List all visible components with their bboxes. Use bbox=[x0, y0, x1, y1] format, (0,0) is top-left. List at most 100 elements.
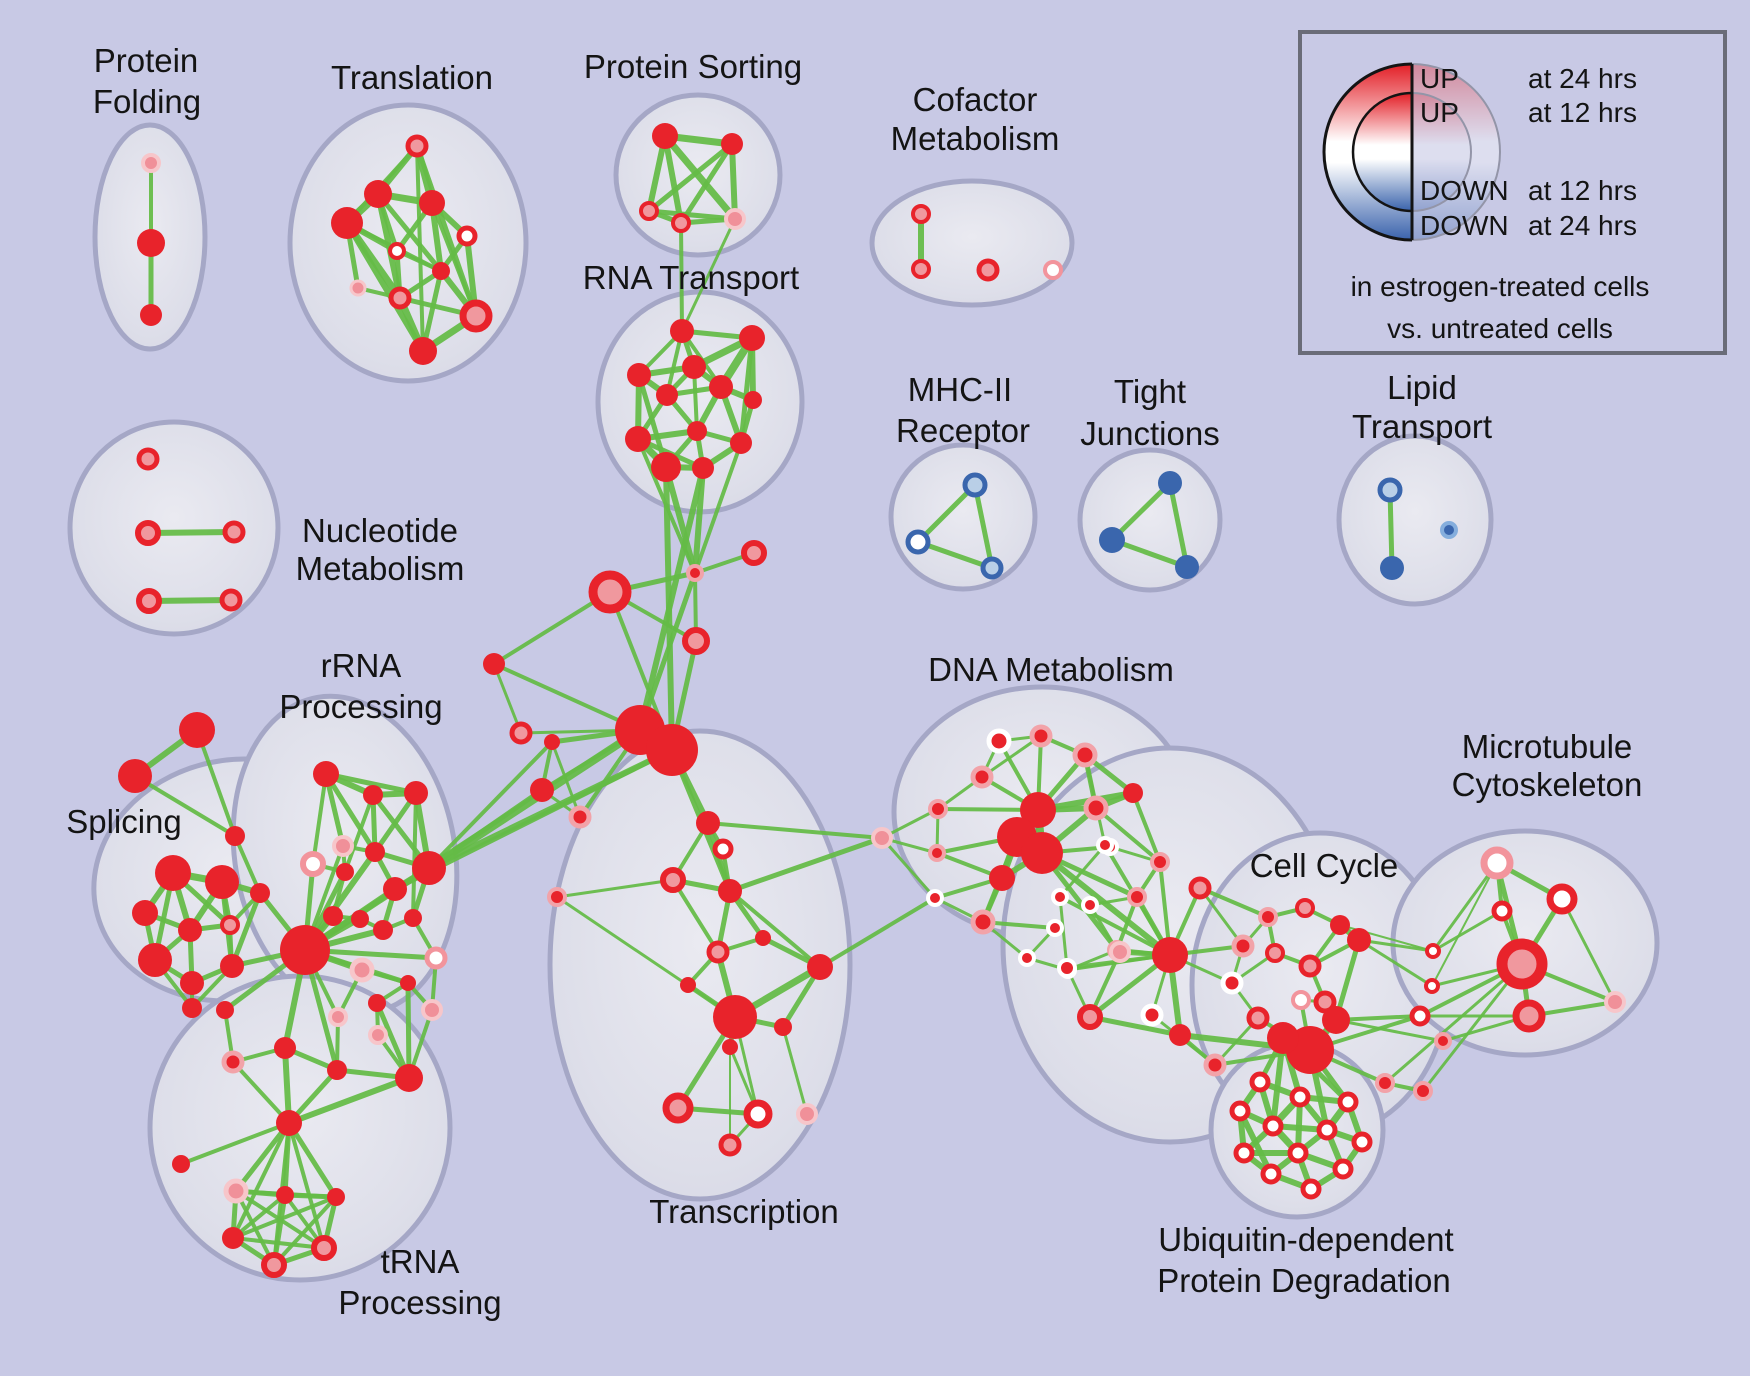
network-edge bbox=[311, 772, 328, 866]
network-node bbox=[696, 811, 720, 835]
network-edge bbox=[1087, 1014, 1183, 1038]
cluster-label: Cofactor bbox=[913, 81, 1038, 118]
legend-direction-label: UP bbox=[1420, 97, 1459, 128]
network-node bbox=[1347, 928, 1371, 952]
cluster-label: Cytoskeleton bbox=[1452, 766, 1643, 803]
network-node bbox=[332, 835, 354, 857]
network-edge bbox=[680, 217, 737, 333]
network-node bbox=[671, 213, 691, 233]
network-edge bbox=[1198, 886, 1245, 948]
network-edge bbox=[646, 141, 735, 214]
network-node bbox=[1380, 556, 1404, 580]
network-node bbox=[118, 759, 152, 793]
network-node bbox=[395, 1064, 423, 1092]
network-edge bbox=[679, 221, 684, 333]
cluster-label: Folding bbox=[93, 83, 201, 120]
legend-time-label: at 24 hrs bbox=[1528, 63, 1637, 94]
network-node bbox=[962, 472, 988, 498]
network-node bbox=[1123, 783, 1143, 803]
network-node bbox=[662, 1092, 694, 1124]
cluster-label: rRNA bbox=[321, 647, 402, 684]
network-node bbox=[686, 564, 704, 582]
network-node bbox=[1188, 876, 1212, 900]
network-node bbox=[1260, 1163, 1282, 1185]
network-node bbox=[1083, 795, 1109, 821]
network-node bbox=[1220, 971, 1244, 995]
legend-direction-label: DOWN bbox=[1420, 175, 1509, 206]
module-ellipse-nucleotide-metabolism bbox=[67, 419, 281, 637]
cluster-label: Metabolism bbox=[296, 550, 465, 587]
legend: UP at 24 hrs UP at 12 hrs DOWN at 12 hrs DOWN a… bbox=[1298, 30, 1727, 355]
network-node bbox=[1265, 943, 1285, 963]
network-edge bbox=[233, 834, 262, 895]
cluster-label: Lipid bbox=[1387, 369, 1457, 406]
cluster-label: RNA Transport bbox=[583, 259, 799, 296]
network-node bbox=[712, 838, 734, 860]
network-node bbox=[639, 201, 659, 221]
module-ellipse-mhc-ii-receptor bbox=[888, 442, 1038, 592]
network-edge bbox=[492, 590, 612, 666]
cluster-label: Cell Cycle bbox=[1250, 847, 1399, 884]
network-node bbox=[1021, 832, 1063, 874]
network-node bbox=[1203, 1053, 1227, 1077]
cluster-label: Translation bbox=[331, 59, 493, 96]
network-node bbox=[741, 540, 767, 566]
network-node bbox=[178, 918, 202, 942]
network-node bbox=[509, 721, 533, 745]
network-node bbox=[687, 421, 707, 441]
network-node bbox=[363, 785, 383, 805]
network-node bbox=[796, 1103, 818, 1125]
network-edge bbox=[1560, 897, 1617, 1004]
network-node bbox=[276, 1186, 294, 1204]
network-edge bbox=[915, 539, 995, 571]
cluster-label: Metabolism bbox=[891, 120, 1060, 157]
network-node bbox=[568, 805, 592, 829]
network-node bbox=[364, 180, 392, 208]
network-node bbox=[1158, 471, 1182, 495]
network-node bbox=[713, 995, 757, 1039]
network-node bbox=[1289, 1086, 1311, 1108]
legend-direction-label: DOWN bbox=[1420, 210, 1509, 241]
network-node bbox=[692, 457, 714, 479]
network-node bbox=[646, 724, 698, 776]
network-node bbox=[368, 1025, 388, 1045]
network-edge bbox=[738, 335, 755, 446]
network-node bbox=[1233, 1142, 1255, 1164]
network-node bbox=[1099, 527, 1125, 553]
network-node bbox=[261, 1252, 287, 1278]
network-edge bbox=[233, 1120, 292, 1194]
network-node bbox=[1425, 943, 1441, 959]
network-node bbox=[1313, 990, 1337, 1014]
network-node bbox=[1262, 1115, 1284, 1137]
network-node bbox=[709, 375, 733, 399]
network-node bbox=[724, 208, 746, 230]
network-node bbox=[1229, 1100, 1251, 1122]
network-node bbox=[135, 520, 161, 546]
network-node bbox=[774, 1018, 792, 1036]
network-node bbox=[1512, 999, 1546, 1033]
network-edge bbox=[231, 1060, 291, 1125]
network-node bbox=[706, 940, 730, 964]
network-node bbox=[1057, 958, 1077, 978]
legend-direction-label: UP bbox=[1420, 63, 1459, 94]
network-node bbox=[1140, 1003, 1164, 1027]
network-node bbox=[327, 1060, 347, 1080]
network-node bbox=[179, 712, 215, 748]
network-node bbox=[1267, 1022, 1299, 1054]
network-node bbox=[656, 384, 678, 406]
network-edge bbox=[1431, 862, 1498, 987]
cluster-label: tRNA bbox=[381, 1243, 460, 1280]
network-edge bbox=[195, 728, 237, 838]
network-node bbox=[680, 977, 696, 993]
network-edge bbox=[880, 836, 937, 900]
cluster-label: Junctions bbox=[1080, 415, 1219, 452]
module-ellipse-transcription bbox=[547, 728, 853, 1202]
network-node bbox=[1491, 900, 1513, 922]
network-node bbox=[327, 1188, 345, 1206]
network-edge bbox=[818, 896, 937, 969]
network-node bbox=[1109, 941, 1131, 963]
legend-faded-half bbox=[1412, 64, 1500, 240]
network-edge bbox=[272, 1195, 338, 1267]
network-node bbox=[400, 975, 416, 991]
network-node bbox=[1072, 742, 1098, 768]
